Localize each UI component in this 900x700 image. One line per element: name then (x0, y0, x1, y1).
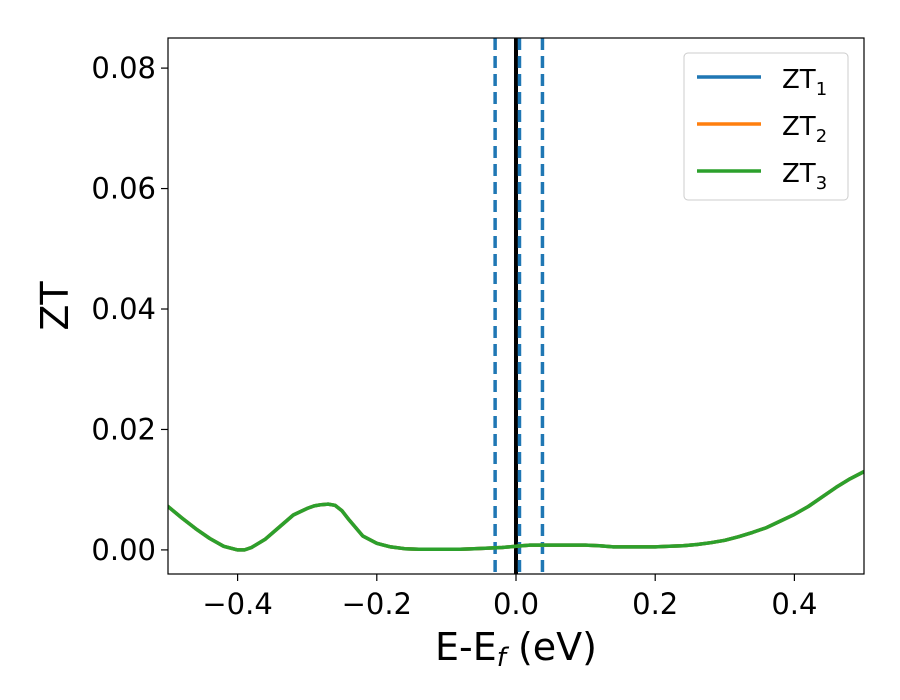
x-tick-label: 0.2 (632, 587, 678, 621)
y-tick-label: 0.00 (91, 533, 156, 567)
x-axis: −0.4 −0.2 0.0 0.2 0.4 (202, 574, 817, 621)
y-tick-label: 0.06 (91, 172, 156, 206)
legend-frame (683, 52, 849, 201)
legend-label-zt3: ZT3 (782, 159, 827, 194)
y-axis-label: ZT (33, 281, 77, 331)
y-tick-label: 0.02 (91, 412, 156, 446)
y-axis: 0.00 0.02 0.04 0.06 0.08 (91, 51, 168, 567)
legend-label-zt2: ZT2 (782, 112, 827, 147)
x-tick-label: −0.2 (342, 587, 412, 621)
y-tick-label: 0.04 (91, 292, 156, 326)
x-tick-label: 0.0 (493, 587, 539, 621)
x-axis-label: E-Ef (eV) (435, 625, 597, 673)
series-group (168, 469, 864, 552)
vertical-lines (493, 38, 545, 574)
x-tick-label: 0.4 (771, 587, 817, 621)
x-tick-label: −0.4 (202, 587, 272, 621)
series-line-zt3 (168, 469, 864, 552)
y-tick-label: 0.08 (91, 51, 156, 85)
legend-label-zt1: ZT1 (782, 65, 827, 100)
legend: ZT1 ZT2 ZT3 (683, 52, 849, 201)
